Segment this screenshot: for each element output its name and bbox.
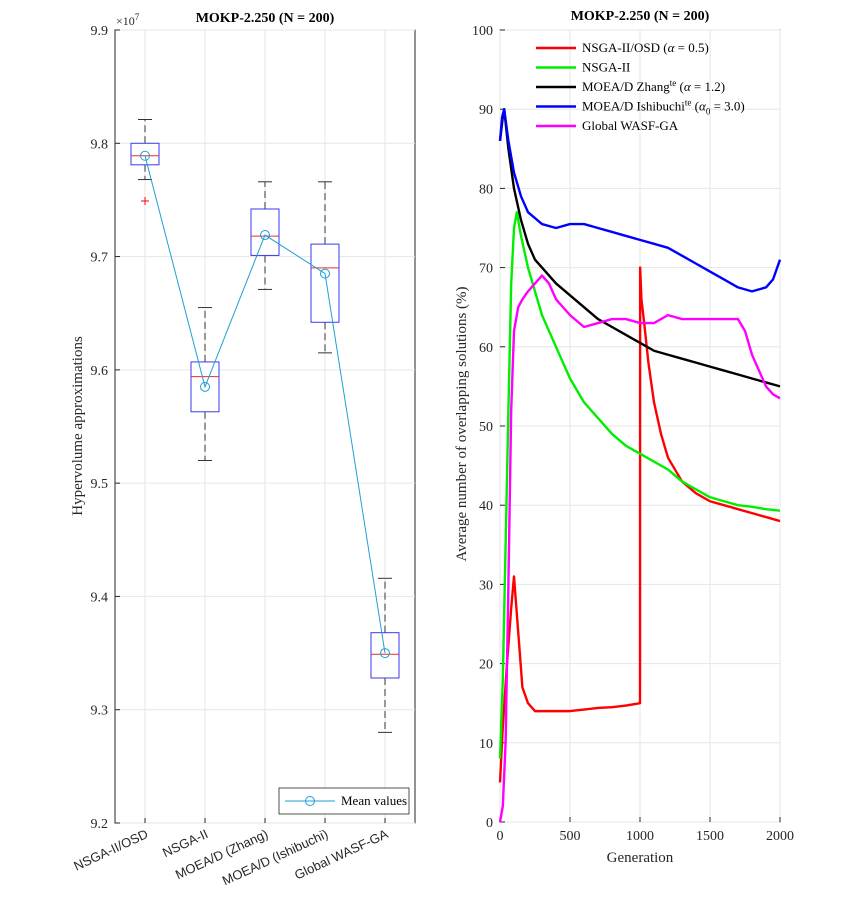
line-y-tick-label: 20 [479,658,493,673]
boxplot-legend: Mean values [278,787,410,815]
line-y-tick-label: 30 [479,578,493,593]
series-line [498,107,782,293]
legend-text-part: MOEA/D Zhang [582,79,670,94]
line-x-tick-label: 1500 [696,829,724,844]
legend-text-part: 0 [706,107,711,117]
boxplot-y-tick-label: 9.4 [91,590,109,605]
legend-text-part: ( [691,99,699,114]
line-title: MOKP-2.250 (N = 200) [571,9,710,24]
y-scale-factor-base: ×10 [116,14,135,28]
legend-text-part: Global WASF-GA [582,118,679,133]
legend-text-part: = 0.5) [674,40,708,55]
legend-entry: NSGA-II/OSD (α = 0.5) [582,40,709,55]
boxplot-y-tick-label: 9.5 [91,477,109,492]
line-y-tick-label: 60 [479,341,493,356]
boxplot-title: MOKP-2.250 (N = 200) [196,11,335,26]
boxplot-panel: 9.2 9.3 9.4 9.5 9.6 9.7 9.8 9.9 NSGA-II/OSD NSGA… [70,11,416,888]
box [310,243,340,323]
series-line [498,274,781,823]
legend-text-part: = 3.0) [710,99,744,114]
line-y-tick-label: 10 [479,737,493,752]
line-y-tick-label: 40 [479,499,493,514]
line-x-tick-label: 500 [560,829,581,844]
box [370,632,400,679]
boxplot-y-tick-label: 9.9 [91,24,109,39]
boxplot-y-tick-label: 9.6 [91,364,109,379]
mean-line [144,155,386,654]
series-line [498,266,781,783]
legend-text-part: MOEA/D Ishibuchi [582,99,685,114]
line-y-tick-label: 100 [472,24,493,39]
legend-text-part: te [685,98,692,108]
legend-text-part: α [699,99,707,114]
mean-marker [380,648,390,659]
legend-text-part: ( [676,79,684,94]
line-y-ticks: 0 10 20 30 40 50 60 70 80 90 100 [472,24,505,831]
legend-entry: Global WASF-GA [582,118,679,133]
boxplot-y-tick-label: 9.2 [91,817,109,832]
boxplot-y-tick-label: 9.7 [91,251,109,266]
legend-text-part: α [668,40,676,55]
legend-text-part: α [684,79,692,94]
boxplot-legend-marker [305,796,315,806]
line-y-tick-label: 70 [479,262,493,277]
outlier-marker [141,197,149,206]
mean-series [140,150,390,659]
line-y-label: Average number of overlapping solutions … [454,286,470,561]
line-x-tick-label: 1000 [626,829,654,844]
y-scale-factor-exponent: 7 [135,12,140,22]
legend-text-part: = 1.2) [691,79,725,94]
mean-marker [320,268,330,279]
legend-entry: NSGA-II [582,60,630,75]
line-series [498,107,782,823]
line-y-tick-label: 80 [479,182,493,197]
mean-marker [200,381,210,392]
boxplot-category-label: MOEA/D (Ishibuchi) [220,826,330,888]
y-scale-factor: ×107 [116,12,140,28]
mean-marker [260,230,270,241]
series-line [498,210,781,759]
series-line [498,107,781,388]
boxplot-y-tick-label: 9.3 [91,704,109,719]
line-y-tick-label: 0 [486,816,493,831]
legend-entry: MOEA/D Ishibuchite (α0 = 3.0) [582,98,745,117]
line-x-ticks: 0 500 1000 1500 2000 [497,817,794,844]
line-y-tick-label: 50 [479,420,493,435]
boxplot-legend-label: Mean values [341,793,407,808]
legend-text-part: NSGA-II [582,60,630,75]
legend-entry: MOEA/D Zhangte (α = 1.2) [582,78,725,94]
line-y-tick-label: 90 [479,103,493,118]
legend-text-part: NSGA-II/OSD ( [582,40,668,55]
line-x-label: Generation [607,850,674,866]
boxplot-y-ticks: 9.2 9.3 9.4 9.5 9.6 9.7 9.8 9.9 [91,24,120,832]
box [130,142,160,166]
boxplot-y-tick-label: 9.8 [91,137,109,152]
boxplot-boxes [130,118,400,733]
boxplot-y-label: Hypervolume approximations [70,336,86,516]
legend-text-part: te [670,78,677,88]
line-x-tick-label: 2000 [766,829,794,844]
boxplot-category-label: NSGA-II/OSD [71,826,150,873]
line-x-tick-label: 0 [497,829,504,844]
box [250,208,280,256]
mean-marker [140,150,150,161]
